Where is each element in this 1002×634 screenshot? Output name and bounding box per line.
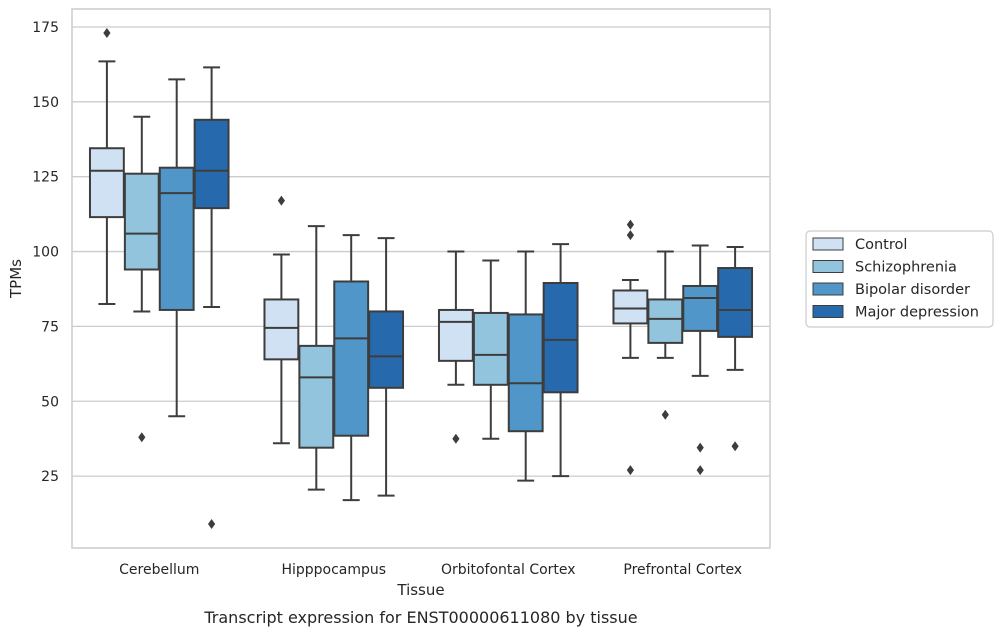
outlier-point bbox=[103, 27, 111, 38]
outlier-point bbox=[626, 219, 634, 230]
y-tick-label: 100 bbox=[32, 245, 59, 261]
outlier-point bbox=[661, 409, 669, 420]
y-tick-label: 25 bbox=[41, 469, 59, 485]
box bbox=[717, 246, 754, 452]
box bbox=[472, 259, 509, 440]
box-iqr bbox=[717, 267, 754, 338]
box-iqr bbox=[647, 298, 684, 344]
legend-label: Bipolar disorder bbox=[855, 282, 970, 298]
box bbox=[542, 243, 579, 478]
box-iqr bbox=[472, 311, 509, 386]
legend-label: Schizophrenia bbox=[855, 260, 957, 276]
chart-caption: Transcript expression for ENST0000061108… bbox=[203, 608, 637, 627]
box bbox=[437, 250, 474, 444]
legend-item: Bipolar disorder bbox=[812, 282, 970, 298]
series-schizophrenia bbox=[123, 115, 684, 491]
box bbox=[298, 225, 335, 491]
box-series bbox=[88, 27, 754, 530]
box bbox=[612, 219, 649, 476]
box-iqr bbox=[88, 147, 125, 219]
y-tick-label: 175 bbox=[32, 20, 59, 36]
series-major-depression bbox=[193, 66, 754, 530]
legend-label: Control bbox=[855, 237, 907, 253]
legend-swatch bbox=[812, 282, 844, 296]
box bbox=[158, 78, 195, 418]
outlier-point bbox=[208, 519, 216, 530]
box bbox=[507, 250, 544, 482]
outlier-point bbox=[696, 465, 704, 476]
legend-item: Schizophrenia bbox=[812, 260, 957, 276]
y-tick-labels: 25 50 75 100 125 150 175 bbox=[32, 20, 59, 485]
x-tick-label: Cerebellum bbox=[119, 562, 199, 578]
box bbox=[123, 115, 160, 443]
y-tick-label: 125 bbox=[32, 170, 59, 186]
box-iqr bbox=[682, 284, 719, 332]
box-iqr bbox=[333, 280, 370, 437]
box bbox=[263, 195, 300, 445]
x-tick-label: Orbitofontal Cortex bbox=[441, 562, 576, 578]
box-iqr bbox=[193, 118, 230, 210]
outlier-point bbox=[626, 230, 634, 241]
outlier-point bbox=[452, 433, 460, 444]
box-iqr bbox=[368, 310, 405, 389]
y-tick-label: 50 bbox=[41, 394, 59, 410]
legend-item: Control bbox=[812, 237, 907, 253]
x-tick-label: Prefrontal Cortex bbox=[623, 562, 742, 578]
series-bipolar-disorder bbox=[158, 78, 719, 502]
plot-frame bbox=[71, 8, 771, 549]
box-iqr bbox=[123, 172, 160, 271]
box bbox=[368, 237, 405, 497]
outlier-point bbox=[277, 195, 285, 206]
box bbox=[193, 66, 230, 530]
legend-swatch bbox=[812, 305, 844, 318]
box-iqr bbox=[542, 281, 579, 394]
box bbox=[333, 234, 370, 502]
box bbox=[88, 27, 125, 305]
x-tick-labels: Cerebellum Hipppocampus Orbitofontal Corte… bbox=[119, 562, 742, 578]
outlier-point bbox=[626, 465, 634, 476]
x-tick-label: Hipppocampus bbox=[281, 562, 386, 578]
legend-frame bbox=[805, 230, 994, 328]
box bbox=[682, 244, 719, 476]
y-tick-label: 75 bbox=[41, 319, 59, 335]
box-iqr bbox=[263, 298, 300, 361]
outlier-point bbox=[138, 432, 146, 443]
legend: Control Schizophrenia Bipolar disorder Majo… bbox=[805, 230, 994, 328]
box bbox=[647, 250, 684, 420]
legend-swatch bbox=[812, 260, 844, 273]
series-control bbox=[88, 27, 649, 476]
x-axis-label: Tissue bbox=[396, 581, 444, 599]
outlier-point bbox=[696, 442, 704, 453]
box-iqr bbox=[158, 166, 195, 311]
legend-item: Major depression bbox=[812, 305, 979, 321]
legend-label: Major depression bbox=[855, 305, 979, 321]
box-iqr bbox=[612, 289, 649, 325]
box-iqr bbox=[298, 344, 335, 449]
legend-swatch bbox=[812, 237, 844, 251]
box-iqr bbox=[507, 313, 544, 433]
outlier-point bbox=[731, 441, 739, 452]
box-iqr bbox=[437, 308, 474, 362]
y-axis-label: TPMs bbox=[7, 259, 25, 299]
y-tick-label: 150 bbox=[32, 95, 59, 111]
